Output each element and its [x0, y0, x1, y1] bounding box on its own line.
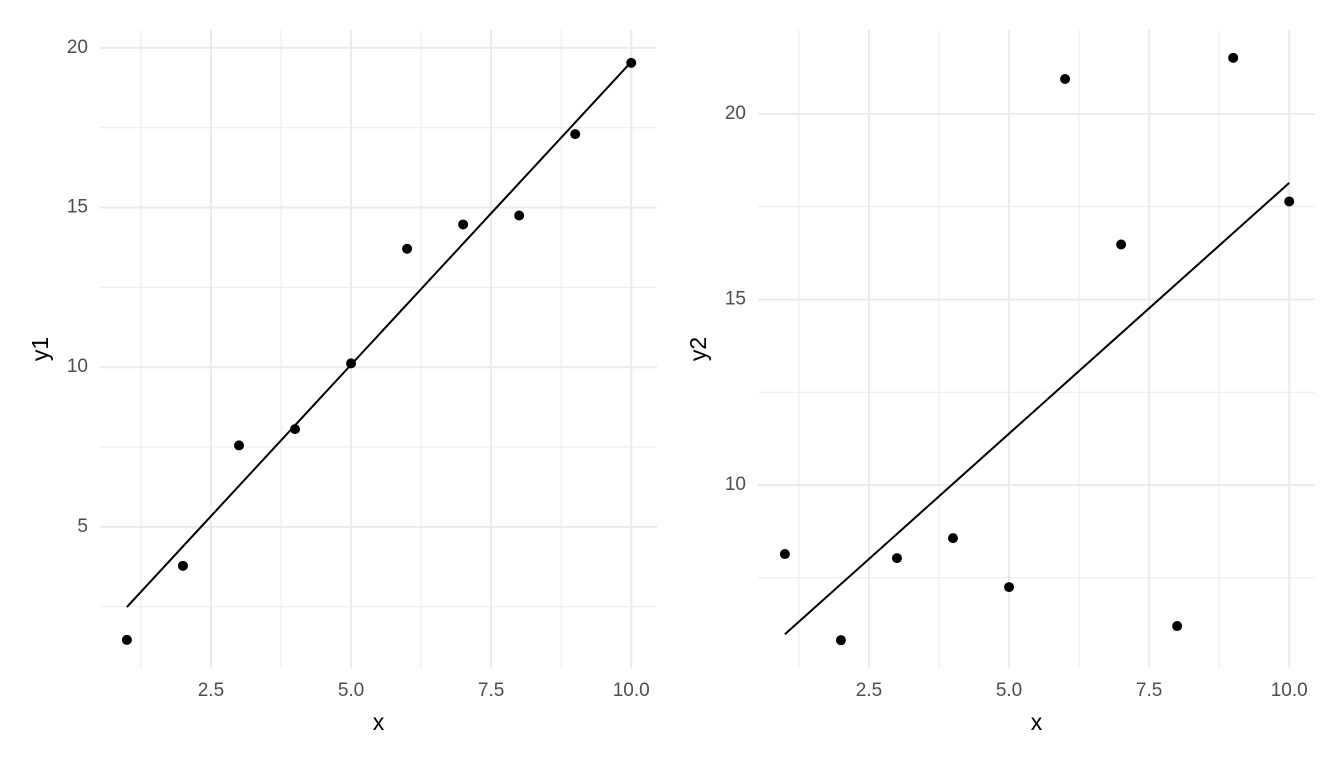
y-tick-label: 15: [725, 288, 746, 309]
x-tick-label: 5.0: [996, 680, 1022, 701]
x-tick-label: 10.0: [1271, 680, 1308, 701]
point: [402, 243, 413, 254]
point: [626, 57, 637, 68]
point: [1284, 196, 1295, 207]
x-tick-label: 7.5: [478, 680, 504, 701]
point: [1004, 582, 1015, 593]
x-axis-title: x: [1031, 709, 1043, 735]
point: [514, 210, 525, 221]
x-axis-title: x: [373, 709, 385, 735]
point: [458, 219, 469, 230]
point: [1172, 621, 1183, 632]
x-tick-label: 10.0: [613, 680, 650, 701]
point: [1116, 239, 1127, 250]
fit-line: [126, 61, 632, 608]
point: [1060, 73, 1071, 84]
x-tick-label: 2.5: [198, 680, 224, 701]
y-axis-title: y1: [27, 337, 53, 361]
point: [290, 424, 301, 435]
y-tick-label: 10: [725, 474, 746, 495]
y-axis-title: y2: [685, 337, 711, 361]
point: [233, 440, 244, 451]
y-tick-label: 5: [77, 516, 88, 537]
y-tick-label: 20: [67, 37, 88, 58]
x-tick-label: 7.5: [1136, 680, 1162, 701]
point: [948, 533, 959, 544]
point: [177, 560, 188, 571]
point: [346, 358, 357, 369]
point: [570, 129, 581, 140]
point: [1228, 52, 1239, 63]
point: [891, 553, 902, 564]
y-tick-label: 15: [67, 197, 88, 218]
x-tick-label: 5.0: [338, 680, 364, 701]
x-tick-label: 2.5: [856, 680, 882, 701]
point: [835, 635, 846, 646]
y-tick-label: 10: [67, 356, 88, 377]
point: [779, 549, 790, 560]
point: [121, 634, 132, 645]
y-tick-label: 20: [725, 103, 746, 124]
fit-line: [784, 182, 1290, 635]
